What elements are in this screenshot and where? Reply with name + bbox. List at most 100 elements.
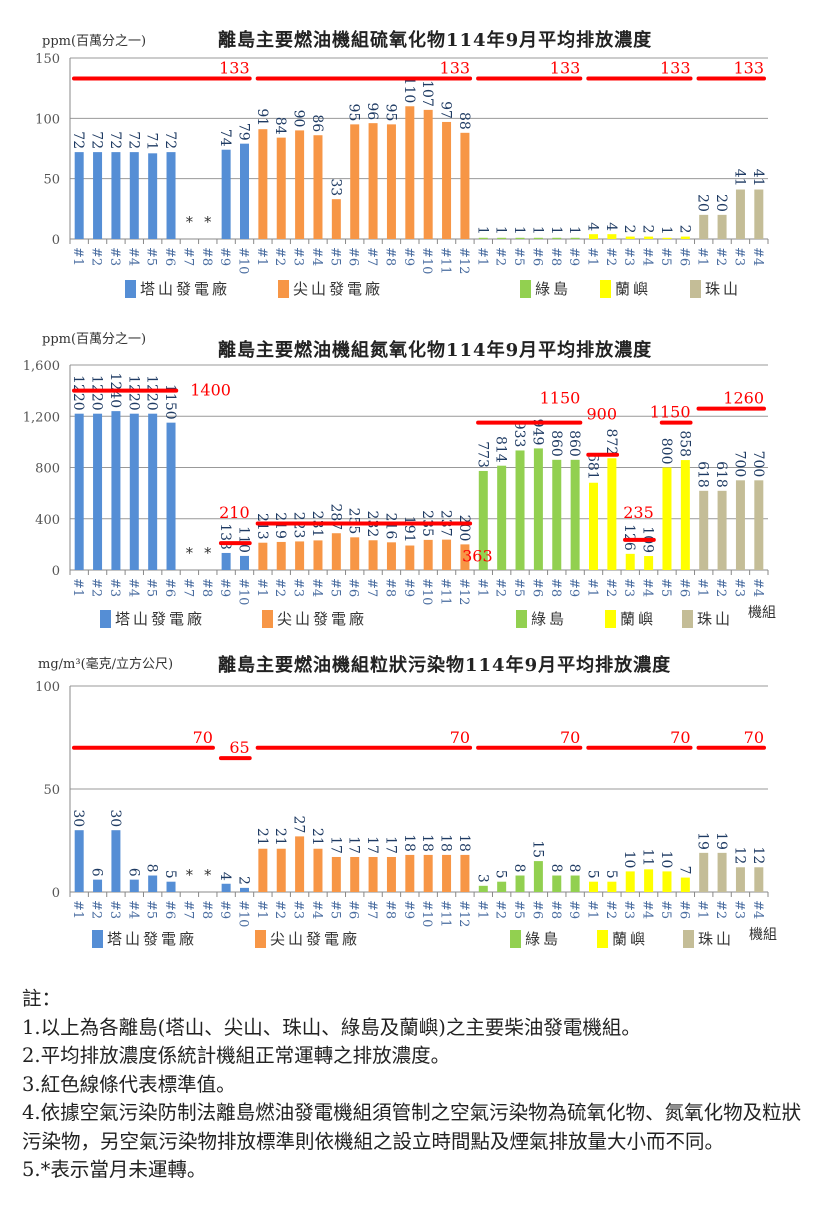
- bar: [552, 459, 562, 570]
- standard-label: 363: [462, 546, 493, 565]
- standard-label: 133: [219, 59, 250, 78]
- bar: [221, 883, 231, 892]
- data-label: 21: [254, 828, 270, 846]
- data-label: 1: [658, 226, 674, 235]
- legend-item: 珠山: [690, 278, 741, 299]
- bar: [405, 545, 415, 570]
- legend-swatch: [690, 279, 701, 298]
- x-tick-label: #1: [695, 247, 710, 266]
- bar: [148, 413, 158, 570]
- bar: [166, 152, 176, 239]
- data-label: 15: [529, 840, 545, 858]
- bar: [754, 867, 764, 892]
- data-label: 1220: [89, 375, 105, 411]
- data-label: 110: [236, 526, 252, 553]
- chart2-x-axis-label: 機組: [748, 605, 776, 621]
- data-label: 18: [438, 834, 454, 852]
- legend-swatch: [255, 929, 266, 948]
- x-tick-label: #2: [493, 247, 508, 266]
- legend-swatch: [100, 609, 111, 628]
- data-label: 1220: [125, 375, 141, 411]
- bar: [533, 448, 543, 570]
- bar: [625, 871, 635, 892]
- x-tick-label: #4: [309, 578, 324, 597]
- bar: [515, 875, 525, 892]
- legend-swatch: [683, 929, 694, 948]
- standard-label: 133: [733, 59, 764, 78]
- x-tick-label: #6: [162, 578, 177, 597]
- x-tick-label: #9: [217, 900, 232, 919]
- bar: [240, 555, 249, 570]
- x-tick-label: #6: [676, 900, 691, 919]
- bar: [295, 130, 305, 239]
- data-label: 18: [419, 834, 435, 852]
- bar: [735, 480, 745, 570]
- bar: [386, 856, 396, 892]
- x-tick-label: #8: [199, 247, 214, 266]
- chart-1: 0 50 100 150 72 #1 72 #2 72 #3 72 #4 71 #5 72 #6 * #7 * #8 7…: [35, 52, 769, 274]
- x-tick-label: #3: [291, 578, 306, 597]
- bar: [129, 879, 139, 892]
- bar: [423, 539, 433, 570]
- x-tick-label: #1: [70, 900, 85, 919]
- x-tick-label: #4: [309, 900, 324, 919]
- data-label: 700: [750, 451, 766, 478]
- x-tick-label: #9: [566, 578, 581, 597]
- data-label: 4: [217, 872, 233, 881]
- chart3-unit-label: mg/m³(毫克/立方公尺): [38, 657, 174, 672]
- bar: [276, 848, 286, 892]
- bar: [111, 830, 121, 892]
- not-running-marker: *: [204, 866, 212, 884]
- legend-item: 尖山發電廠: [278, 278, 383, 299]
- x-tick-label: #7: [180, 578, 195, 597]
- x-tick-label: #6: [676, 578, 691, 597]
- bar: [74, 152, 84, 239]
- bar: [680, 877, 690, 892]
- x-tick-label: #5: [327, 247, 342, 266]
- bar: [589, 482, 598, 570]
- bar: [589, 234, 598, 239]
- legend-label: 珠山: [698, 930, 735, 948]
- x-tick-label: #4: [125, 578, 140, 597]
- data-label: 814: [493, 436, 509, 463]
- bar: [148, 153, 158, 239]
- x-tick-label: #1: [474, 247, 489, 266]
- bar: [74, 413, 84, 570]
- x-tick-label: #12: [456, 247, 471, 274]
- data-label: 17: [346, 836, 362, 854]
- x-tick-label: #9: [401, 247, 416, 266]
- data-label: 949: [529, 419, 545, 446]
- legend-label: 尖山發電廠: [270, 930, 361, 948]
- data-label: 2: [236, 876, 252, 885]
- x-tick-label: #2: [493, 900, 508, 919]
- bar: [129, 152, 139, 239]
- x-tick-label: #1: [474, 900, 489, 919]
- x-tick-label: #4: [640, 247, 655, 266]
- legend-label: 蘭嶼: [615, 280, 652, 298]
- bar: [313, 848, 323, 892]
- y-tick-label: 100: [35, 680, 60, 695]
- bar: [717, 214, 727, 239]
- x-tick-label: #1: [70, 578, 85, 597]
- x-tick-label: #7: [180, 247, 195, 266]
- legend-swatch: [597, 929, 608, 948]
- data-label: 97: [438, 101, 454, 119]
- standard-label: 900: [587, 405, 618, 424]
- x-tick-label: #10: [419, 578, 434, 605]
- x-tick-label: #4: [750, 900, 765, 919]
- bar: [221, 552, 231, 570]
- data-label: 6: [125, 868, 141, 877]
- legend-item: 塔山發電廠: [92, 928, 197, 949]
- x-tick-label: #5: [144, 900, 159, 919]
- bar: [221, 149, 231, 239]
- x-tick-label: #6: [162, 900, 177, 919]
- x-tick-label: #4: [309, 247, 324, 266]
- x-tick-label: #3: [621, 900, 636, 919]
- note-item-1: 1.以上為各離島(塔山、尖山、珠山、綠島及蘭嶼)之主要柴油發電機組。: [22, 1015, 641, 1039]
- data-label: 33: [327, 178, 343, 196]
- chart1-unit-label: ppm(百萬分之一): [42, 34, 147, 49]
- data-label: 2: [640, 225, 656, 234]
- not-running-marker: *: [186, 544, 194, 562]
- bar: [423, 854, 433, 892]
- data-label: 4: [603, 222, 619, 231]
